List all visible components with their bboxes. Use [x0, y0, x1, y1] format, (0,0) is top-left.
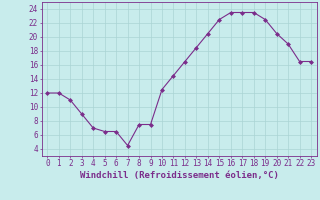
X-axis label: Windchill (Refroidissement éolien,°C): Windchill (Refroidissement éolien,°C)	[80, 171, 279, 180]
